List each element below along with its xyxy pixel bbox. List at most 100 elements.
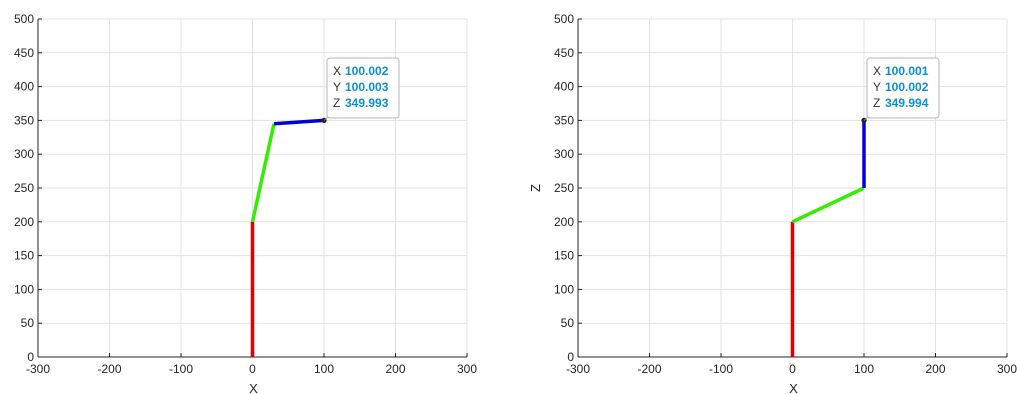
left-y-tick: 300	[14, 147, 34, 161]
right-y-tick-label: 100	[554, 282, 574, 296]
right-y-tick: 50	[561, 316, 575, 330]
right-y-tick-label: 150	[554, 249, 574, 263]
left-x-tick: 0	[249, 362, 256, 376]
left-link-2	[250, 123, 276, 223]
left-x-tick-label: 300	[457, 362, 477, 376]
left-datatip-key: Z	[333, 96, 340, 110]
right-x-axis-label: X	[789, 381, 798, 394]
right-y-tick: 400	[554, 80, 574, 94]
right-link-2	[791, 186, 865, 224]
left-y-tick-label: 0	[27, 350, 34, 364]
right-y-tick: 200	[554, 215, 574, 229]
left-x-tick-label: 200	[385, 362, 405, 376]
left-y-tick-label: 500	[14, 12, 34, 26]
right-y-tick: 300	[554, 147, 574, 161]
right-y-tick-label: 0	[567, 350, 574, 364]
right-datatip-row: X 100.001	[873, 64, 929, 78]
right-x-tick-label: 100	[854, 362, 874, 376]
left-y-tick-label: 150	[14, 249, 34, 263]
left-y-tick-label: 350	[14, 113, 34, 127]
left-datatip-value: 100.002	[345, 64, 389, 78]
right-y-tick-label: 50	[561, 316, 575, 330]
right-y-tick-label: 450	[554, 46, 574, 60]
left-y-tick-label: 200	[14, 215, 34, 229]
right-y-tick: 0	[567, 350, 574, 364]
right-datatip-key: Z	[873, 96, 880, 110]
right-x-tick: -300	[566, 362, 590, 376]
right-y-tick: 450	[554, 46, 574, 60]
left-datatip-key: Y	[333, 80, 341, 94]
left-datatip: X 100.002 Y 100.003 Z 349.993	[323, 57, 400, 121]
left-y-tick-label: 100	[14, 282, 34, 296]
left-x-tick: 300	[457, 362, 477, 376]
left-x-tick-label: -200	[97, 362, 121, 376]
left-x-axis-label: X	[249, 381, 258, 394]
right-x-tick-label: -200	[637, 362, 661, 376]
left-y-tick: 0	[27, 350, 34, 364]
right-x-tick-label: 300	[997, 362, 1017, 376]
left-x-tick: -100	[169, 362, 193, 376]
right-y-tick: 150	[554, 249, 574, 263]
left-y-tick: 400	[14, 80, 34, 94]
right-y-tick-label: 350	[554, 113, 574, 127]
left-y-tick-label: 50	[21, 316, 35, 330]
right-y-tick: 350	[554, 113, 574, 127]
left-datatip-key: X	[333, 64, 341, 78]
right-x-tick: -200	[637, 362, 661, 376]
left-x-tick: -300	[26, 362, 50, 376]
left-y-tick: 200	[14, 215, 34, 229]
right-y-tick-label: 400	[554, 80, 574, 94]
left-x-tick-label: 100	[314, 362, 334, 376]
left-y-tick-label: 450	[14, 46, 34, 60]
right-x-tick-label: 0	[789, 362, 796, 376]
right-y-axis-label: Z	[528, 184, 543, 192]
right-datatip-key: Y	[873, 80, 881, 94]
right-x-tick-label: -100	[709, 362, 733, 376]
left-y-tick: 350	[14, 113, 34, 127]
right-x-tick-label: 200	[925, 362, 945, 376]
left-datatip-value: 100.003	[345, 80, 389, 94]
left-datatip-value: 349.993	[345, 96, 389, 110]
left-chart: -300 -200 -100 0 100 200 300 0 50 100 150 200 250 300…	[14, 12, 477, 394]
right-x-tick: 300	[997, 362, 1017, 376]
left-y-tick: 450	[14, 46, 34, 60]
right-x-tick: 0	[789, 362, 796, 376]
right-datatip-row: Y 100.002	[873, 80, 929, 94]
left-x-tick-label: -300	[26, 362, 50, 376]
left-datatip-row: X 100.002	[333, 64, 389, 78]
right-y-tick: 500	[554, 12, 574, 26]
right-datatip-row: Z 349.994	[873, 96, 929, 110]
left-y-tick-label: 250	[14, 181, 34, 195]
right-datatip: X 100.001 Y 100.002 Z 349.994	[863, 57, 940, 121]
right-y-tick-label: 300	[554, 147, 574, 161]
right-datatip-value: 349.994	[885, 96, 929, 110]
right-y-tick-label: 200	[554, 215, 574, 229]
left-y-tick: 100	[14, 282, 34, 296]
right-x-tick: -100	[709, 362, 733, 376]
left-x-tick-label: -100	[169, 362, 193, 376]
left-y-tick: 150	[14, 249, 34, 263]
left-x-tick: -200	[97, 362, 121, 376]
left-x-tick: 200	[385, 362, 405, 376]
left-datatip-row: Z 349.993	[333, 96, 389, 110]
left-datatip-box	[326, 57, 400, 119]
right-y-tick: 250	[554, 181, 574, 195]
left-y-tick-label: 300	[14, 147, 34, 161]
right-y-tick-label: 500	[554, 12, 574, 26]
right-datatip-key: X	[873, 64, 881, 78]
right-datatip-value: 100.001	[885, 64, 929, 78]
left-y-tick-label: 400	[14, 80, 34, 94]
right-x-tick: 200	[925, 362, 945, 376]
right-datatip-value: 100.002	[885, 80, 929, 94]
right-y-tick-label: 250	[554, 181, 574, 195]
left-x-tick: 100	[314, 362, 334, 376]
left-y-tick: 50	[21, 316, 35, 330]
left-link-3	[273, 118, 325, 126]
left-x-tick-label: 0	[249, 362, 256, 376]
left-datatip-row: Y 100.003	[333, 80, 389, 94]
left-y-tick: 250	[14, 181, 34, 195]
right-x-tick-label: -300	[566, 362, 590, 376]
right-y-tick: 100	[554, 282, 574, 296]
left-y-tick: 500	[14, 12, 34, 26]
